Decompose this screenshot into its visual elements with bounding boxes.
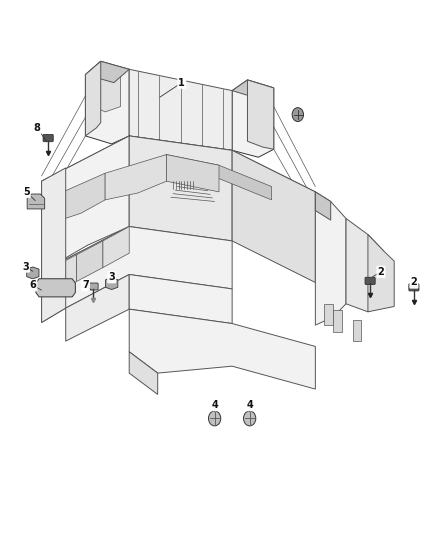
Polygon shape	[315, 192, 331, 220]
Polygon shape	[232, 80, 274, 157]
Polygon shape	[232, 80, 274, 99]
Text: 3: 3	[22, 262, 29, 271]
Polygon shape	[333, 310, 342, 332]
Polygon shape	[110, 155, 272, 200]
Circle shape	[292, 108, 304, 122]
Polygon shape	[42, 136, 315, 211]
FancyBboxPatch shape	[43, 134, 53, 142]
Polygon shape	[324, 304, 333, 325]
Polygon shape	[315, 192, 346, 325]
Text: 8: 8	[34, 123, 41, 133]
Polygon shape	[85, 61, 129, 144]
FancyBboxPatch shape	[365, 277, 375, 285]
Polygon shape	[129, 309, 315, 389]
Circle shape	[244, 411, 256, 426]
Polygon shape	[85, 61, 101, 136]
Polygon shape	[44, 255, 77, 298]
Polygon shape	[166, 155, 219, 192]
Polygon shape	[27, 267, 39, 279]
Polygon shape	[42, 227, 129, 298]
Polygon shape	[105, 155, 166, 200]
Polygon shape	[42, 168, 66, 322]
FancyBboxPatch shape	[88, 283, 98, 290]
Polygon shape	[27, 194, 45, 209]
Text: 2: 2	[378, 267, 385, 277]
Circle shape	[208, 411, 221, 426]
Polygon shape	[129, 274, 232, 324]
Polygon shape	[42, 227, 232, 322]
Polygon shape	[42, 136, 129, 272]
Polygon shape	[353, 320, 361, 341]
Polygon shape	[94, 69, 120, 112]
Text: 4: 4	[246, 400, 253, 410]
Polygon shape	[106, 278, 118, 289]
FancyBboxPatch shape	[409, 284, 419, 291]
Text: 5: 5	[23, 187, 30, 197]
Text: 6: 6	[29, 280, 36, 290]
Text: 1: 1	[178, 78, 185, 87]
Polygon shape	[129, 352, 158, 394]
Text: 7: 7	[82, 280, 89, 290]
Polygon shape	[232, 150, 315, 282]
Polygon shape	[129, 69, 232, 150]
Text: 4: 4	[211, 400, 218, 410]
Text: 2: 2	[410, 278, 417, 287]
Polygon shape	[368, 235, 394, 312]
Polygon shape	[36, 279, 75, 297]
Polygon shape	[129, 136, 232, 241]
Text: 3: 3	[108, 272, 115, 282]
Polygon shape	[66, 274, 129, 341]
Polygon shape	[77, 241, 103, 281]
Polygon shape	[85, 61, 129, 83]
Polygon shape	[57, 173, 105, 221]
Polygon shape	[247, 80, 274, 149]
Polygon shape	[103, 227, 129, 268]
Polygon shape	[346, 219, 383, 312]
